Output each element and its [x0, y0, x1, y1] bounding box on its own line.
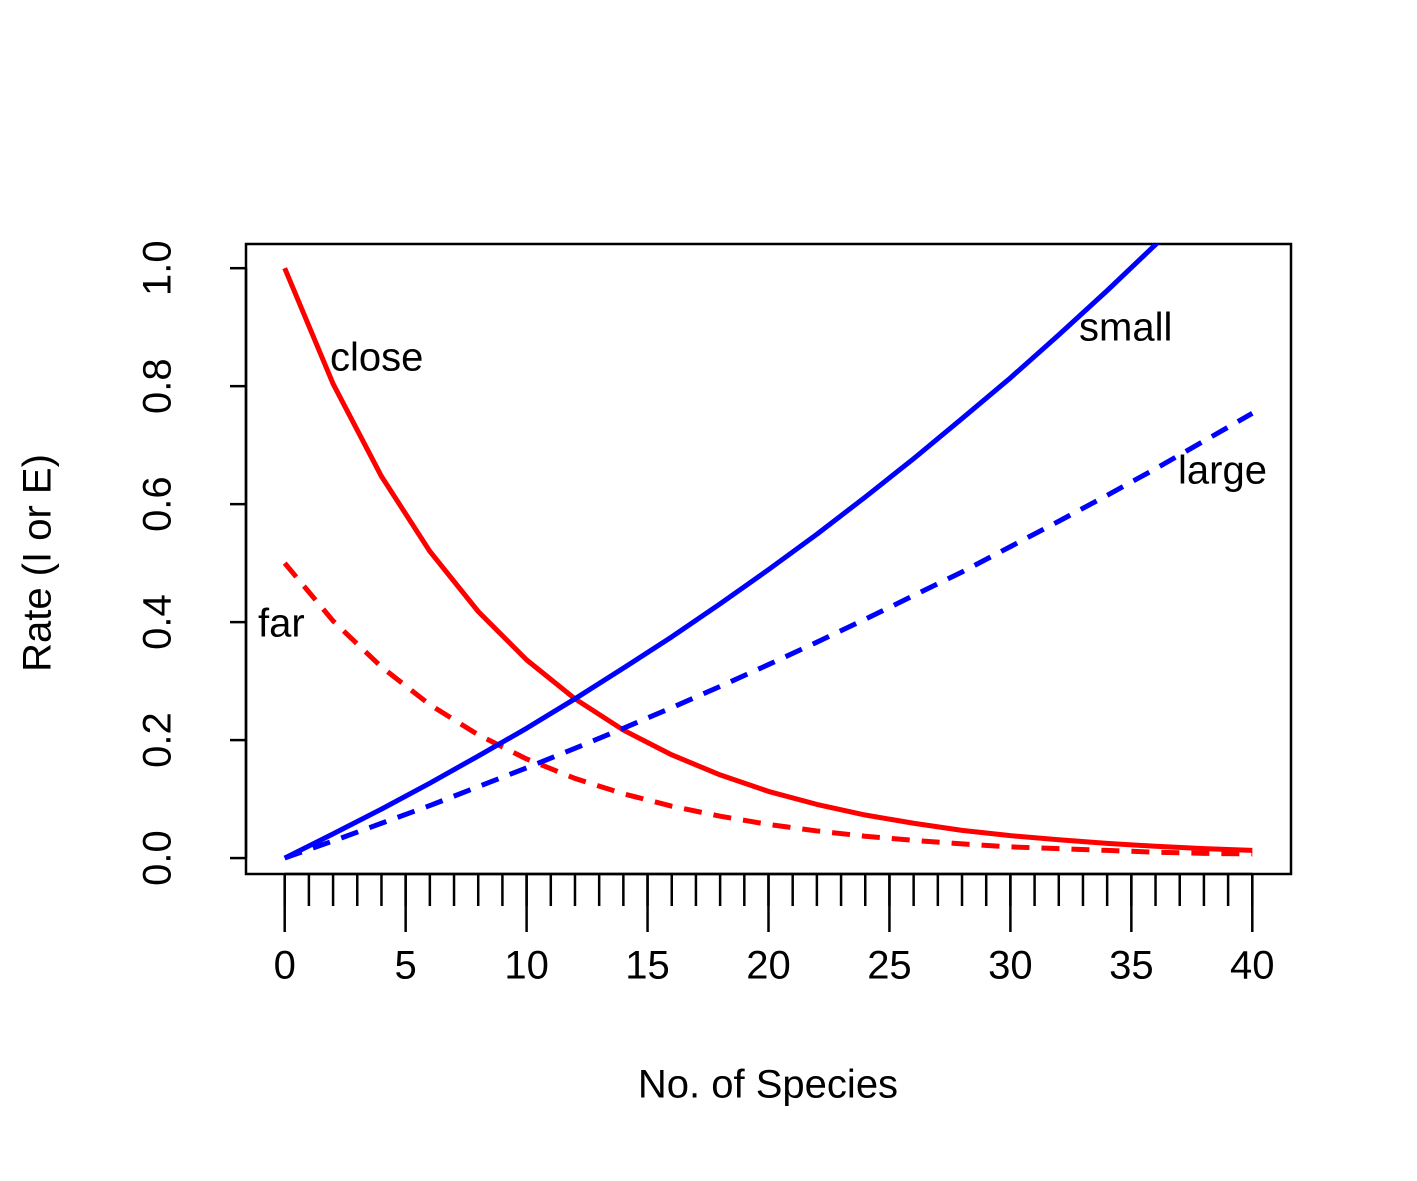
y-tick-label: 0.6: [136, 476, 180, 532]
line-series: [283, 411, 1254, 861]
x-tick-label: 30: [988, 944, 1033, 988]
x-tick-label: 0: [274, 944, 296, 988]
curve-label: close: [330, 336, 423, 380]
x-tick-label: 15: [625, 944, 670, 988]
y-tick-label: 0.0: [136, 830, 180, 886]
x-tick-label: 25: [867, 944, 912, 988]
x-tick-label: 5: [395, 944, 417, 988]
x-tick-label: 40: [1230, 944, 1275, 988]
line-series: [283, 244, 1160, 861]
y-tick-label: 0.2: [136, 712, 180, 768]
line-series: [282, 561, 1253, 857]
curve-label: small: [1079, 306, 1172, 350]
curve-label: far: [258, 602, 305, 646]
x-tick-label: 35: [1109, 944, 1154, 988]
curve-label: large: [1178, 449, 1267, 493]
plot-area: [282, 244, 1254, 861]
y-tick-label: 1.0: [136, 240, 180, 296]
y-tick-label: 0.4: [136, 594, 180, 650]
y-tick-label: 0.8: [136, 358, 180, 414]
x-tick-label: 10: [504, 944, 549, 988]
y-axis-title: Rate (I or E): [16, 454, 60, 672]
x-tick-label: 20: [746, 944, 791, 988]
x-axis-title: No. of Species: [638, 1063, 898, 1107]
line-series: [282, 267, 1253, 853]
